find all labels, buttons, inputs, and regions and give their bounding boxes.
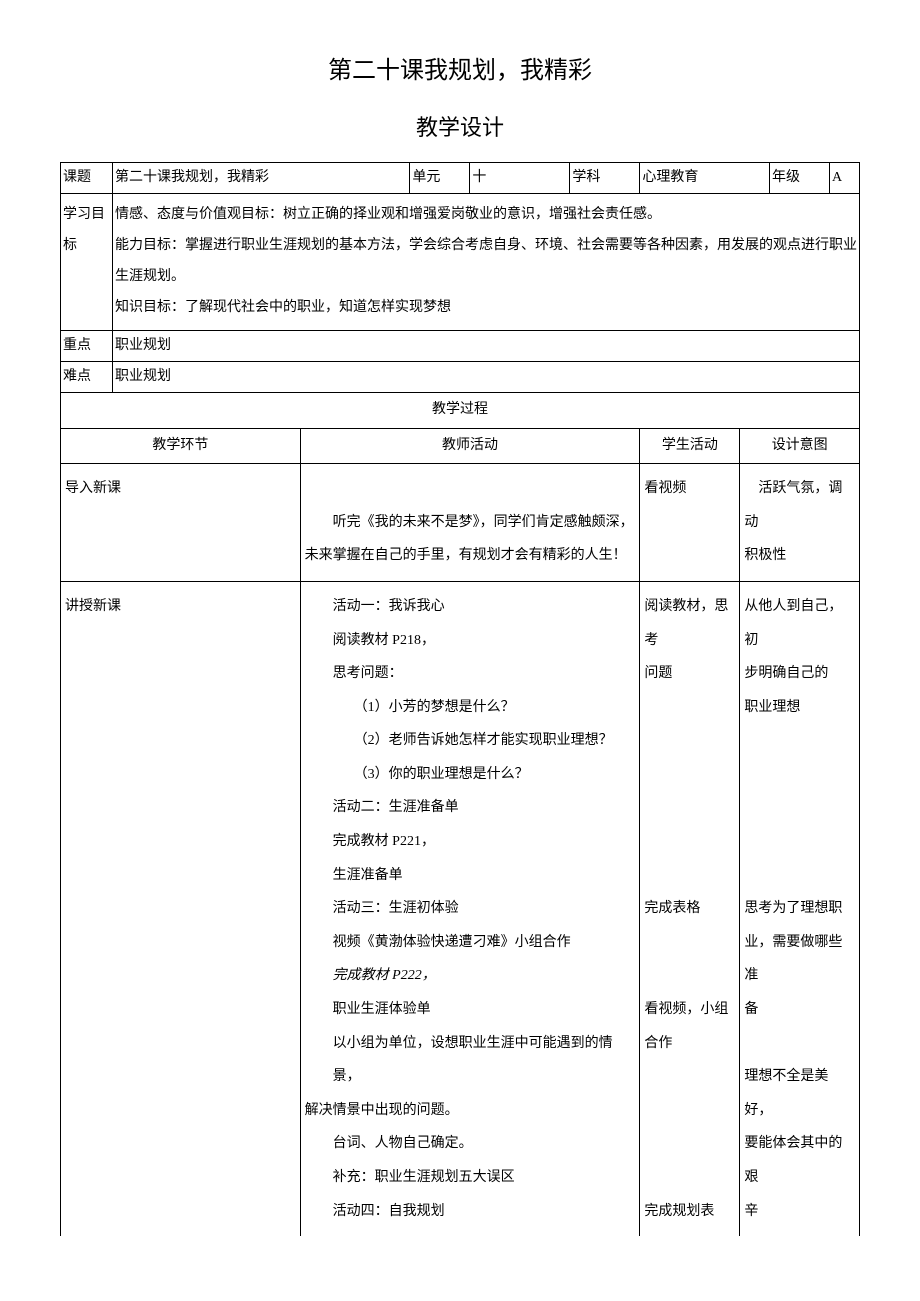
objectives-row: 学习目标 情感、态度与价值观目标：树立正确的择业观和增强爱岗敬业的意识，增强社会…	[61, 194, 860, 330]
student-s4: 完成规划表	[644, 1195, 735, 1229]
act3-video: 视频《黄渤体验快递遭刁难》小组合作	[305, 926, 636, 960]
col-intent: 设计意图	[740, 428, 860, 463]
process-columns-row: 教学环节 教师活动 学生活动 设计意图	[61, 428, 860, 463]
topic-label: 课题	[61, 163, 113, 194]
act3-solve: 解决情景中出现的问题。	[305, 1094, 636, 1128]
intro-teacher: 听完《我的未来不是梦》，同学们肯定感触颇深， 未来掌握在自己的手里，有规划才会有…	[300, 464, 640, 582]
act3-item: 职业生涯体验单	[305, 993, 636, 1027]
act3-lines: 台词、人物自己确定。	[305, 1127, 636, 1161]
intent-s3-l1: 理想不全是美好，	[744, 1060, 855, 1127]
intent-s2-l2: 业，需要做哪些准	[744, 926, 855, 993]
intent-s1-l3: 职业理想	[744, 691, 855, 725]
topic-value: 第二十课我规划，我精彩	[113, 163, 410, 194]
intro-row: 导入新课 听完《我的未来不是梦》，同学们肯定感触颇深， 未来掌握在自己的手里，有…	[61, 464, 860, 582]
teach-intent: 从他人到自己，初 步明确自己的 职业理想 思考为了理想职 业，需要做哪些准 备 …	[740, 581, 860, 1236]
intro-student: 看视频	[640, 464, 740, 582]
intent-s3-l3: 辛	[744, 1195, 855, 1229]
objectives-label: 学习目标	[61, 194, 113, 330]
intent-s2-l3: 备	[744, 993, 855, 1027]
intro-teacher-line-1: 听完《我的未来不是梦》，同学们肯定感触颇深，	[305, 506, 636, 540]
intro-intent-line-1: 活跃气氛，调动	[744, 472, 855, 539]
act1-q2: （2）老师告诉她怎样才能实现职业理想？	[305, 724, 636, 758]
act1-title: 活动一：我诉我心	[305, 590, 636, 624]
unit-value: 十	[470, 163, 570, 194]
keypoint-label: 重点	[61, 330, 113, 361]
difficulty-value: 职业规划	[113, 361, 860, 392]
teach-teacher: 活动一：我诉我心 阅读教材 P218， 思考问题： （1）小芳的梦想是什么？ （…	[300, 581, 640, 1236]
act3-read: 完成教材 P222，	[305, 959, 636, 993]
act4-title: 活动四：自我规划	[305, 1195, 636, 1229]
document-subtitle: 教学设计	[60, 110, 860, 142]
act3-title: 活动三：生涯初体验	[305, 892, 636, 926]
student-s1-l2: 问题	[644, 657, 735, 691]
header-row: 课题 第二十课我规划，我精彩 单元 十 学科 心理教育 年级 A	[61, 163, 860, 194]
difficulty-label: 难点	[61, 361, 113, 392]
act1-read: 阅读教材 P218，	[305, 624, 636, 658]
process-header: 教学过程	[61, 393, 860, 428]
act2-title: 活动二：生涯准备单	[305, 791, 636, 825]
act3-supp: 补充：职业生涯规划五大误区	[305, 1161, 636, 1195]
keypoint-value: 职业规划	[113, 330, 860, 361]
teach-stage: 讲授新课	[61, 581, 301, 1236]
keypoint-row: 重点 职业规划	[61, 330, 860, 361]
process-header-row: 教学过程	[61, 393, 860, 428]
student-s2: 完成表格	[644, 892, 735, 926]
student-s3-l2: 合作	[644, 1027, 735, 1061]
intro-intent-line-2: 积极性	[744, 539, 855, 573]
teach-student: 阅读教材，思考 问题 完成表格 看视频，小组 合作 完成规划表	[640, 581, 740, 1236]
objectives-content: 情感、态度与价值观目标：树立正确的择业观和增强爱岗敬业的意识，增强社会责任感。 …	[113, 194, 860, 330]
act1-think: 思考问题：	[305, 657, 636, 691]
subject-label: 学科	[570, 163, 640, 194]
lesson-plan-table: 课题 第二十课我规划，我精彩 单元 十 学科 心理教育 年级 A 学习目标 情感…	[60, 162, 860, 1236]
objective-line-1: 情感、态度与价值观目标：树立正确的择业观和增强爱岗敬业的意识，增强社会责任感。	[115, 200, 857, 231]
intent-s3-l2: 要能体会其中的艰	[744, 1127, 855, 1194]
student-s1-l1: 阅读教材，思考	[644, 590, 735, 657]
act2-read: 完成教材 P221，	[305, 825, 636, 859]
intent-s1-l1: 从他人到自己，初	[744, 590, 855, 657]
col-teacher: 教师活动	[300, 428, 640, 463]
col-stage: 教学环节	[61, 428, 301, 463]
teach-row: 讲授新课 活动一：我诉我心 阅读教材 P218， 思考问题： （1）小芳的梦想是…	[61, 581, 860, 1236]
intent-s1-l2: 步明确自己的	[744, 657, 855, 691]
objective-line-2: 能力目标：掌握进行职业生涯规划的基本方法，学会综合考虑自身、环境、社会需要等各种…	[115, 231, 857, 293]
grade-label: 年级	[770, 163, 830, 194]
act1-q3: （3）你的职业理想是什么？	[305, 758, 636, 792]
unit-label: 单元	[410, 163, 470, 194]
student-s3-l1: 看视频，小组	[644, 993, 735, 1027]
intro-teacher-line-2: 未来掌握在自己的手里，有规划才会有精彩的人生！	[305, 539, 636, 573]
intro-stage: 导入新课	[61, 464, 301, 582]
act2-item: 生涯准备单	[305, 859, 636, 893]
difficulty-row: 难点 职业规划	[61, 361, 860, 392]
document-title: 第二十课我规划，我精彩	[60, 50, 860, 85]
objective-line-3: 知识目标：了解现代社会中的职业，知道怎样实现梦想	[115, 293, 857, 324]
intent-s2-l1: 思考为了理想职	[744, 892, 855, 926]
subject-value: 心理教育	[640, 163, 770, 194]
col-student: 学生活动	[640, 428, 740, 463]
grade-value: A	[830, 163, 860, 194]
act3-group: 以小组为单位，设想职业生涯中可能遇到的情景，	[305, 1027, 636, 1094]
intro-intent: 活跃气氛，调动 积极性	[740, 464, 860, 582]
act1-q1: （1）小芳的梦想是什么？	[305, 691, 636, 725]
